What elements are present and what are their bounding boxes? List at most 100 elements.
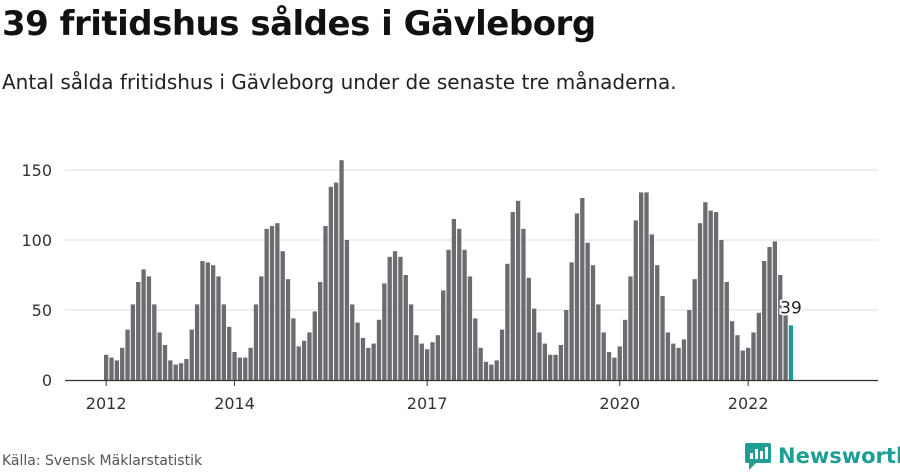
bar [532, 308, 537, 380]
bar [697, 223, 703, 380]
bar [355, 322, 360, 380]
bar [644, 192, 649, 380]
bar [323, 226, 328, 380]
bar [157, 332, 162, 380]
bar [259, 276, 264, 380]
bar [414, 335, 419, 380]
bar [269, 226, 275, 380]
bar [376, 319, 382, 380]
bar [483, 361, 489, 380]
bar [136, 282, 141, 380]
bar [639, 192, 644, 380]
bar [125, 329, 130, 380]
bar [109, 357, 114, 380]
y-tick-label-50: 50 [32, 301, 52, 320]
bar [403, 275, 408, 380]
bar [285, 279, 291, 380]
bar [778, 275, 783, 380]
bar [494, 360, 499, 380]
bar [141, 269, 146, 380]
bar [275, 223, 280, 380]
bar [729, 321, 735, 380]
x-tick-label-2022: 2022 [728, 394, 769, 413]
bar [104, 354, 109, 380]
annotations: 39 [778, 296, 804, 320]
bar [194, 304, 200, 380]
newsworthy-brand-name: Newsworthy [778, 444, 900, 468]
bar [649, 234, 654, 380]
y-tick-label-0: 0 [42, 371, 52, 390]
bar [681, 339, 687, 380]
bar [360, 338, 366, 380]
bar [590, 265, 596, 380]
bar [435, 335, 440, 380]
bar [425, 349, 430, 380]
bar [558, 345, 564, 380]
chart-subtitle: Antal sålda fritidshus i Gävleborg under… [2, 70, 677, 94]
bar [200, 261, 205, 380]
bar-chart: 0 50 100 150 2012 2014 2017 2020 2022 39 [21, 160, 878, 413]
x-axis: 2012 2014 2017 2020 2022 [65, 379, 878, 413]
bar [280, 251, 285, 380]
bar [713, 212, 719, 380]
bar [580, 198, 585, 380]
newsworthy-logo[interactable]: Newsworthy [744, 441, 900, 471]
bar [146, 276, 152, 380]
bar [692, 279, 697, 380]
bar [291, 318, 296, 380]
bar [408, 304, 414, 380]
bar [189, 329, 194, 380]
bar [628, 276, 633, 380]
source-note: Källa: Svensk Mäklarstatistik [2, 453, 203, 469]
bar [585, 242, 590, 380]
bar [537, 332, 542, 380]
highlight-value-label: 39 [780, 298, 802, 318]
bar [392, 251, 398, 380]
bar [724, 282, 729, 380]
bar [548, 354, 553, 380]
bar [553, 354, 558, 380]
newsworthy-logo-icon [745, 443, 771, 470]
x-tick-label-2014: 2014 [214, 394, 255, 413]
bar [430, 342, 435, 380]
bar [339, 160, 344, 380]
bar [419, 343, 424, 380]
bar [120, 347, 125, 380]
bar [312, 311, 317, 380]
x-tick-label-2017: 2017 [407, 394, 448, 413]
bar [205, 262, 210, 380]
bar [601, 332, 606, 380]
bar [227, 326, 232, 380]
bar [772, 241, 778, 380]
bar [371, 343, 376, 380]
bar [457, 228, 462, 380]
chart-title: 39 fritidshus såldes i Gävleborg [2, 4, 596, 44]
bar [328, 186, 333, 380]
bar [665, 332, 671, 380]
bar [318, 282, 323, 380]
bar [489, 364, 494, 380]
bar [178, 363, 184, 380]
bar [446, 249, 451, 380]
bar [243, 357, 248, 380]
bar [296, 346, 301, 380]
bar [478, 347, 483, 380]
bar [473, 318, 478, 380]
bar [617, 346, 622, 380]
bar [382, 283, 387, 380]
bar [184, 359, 189, 380]
bar [510, 212, 515, 380]
bar [735, 335, 740, 380]
y-tick-label-100: 100 [21, 231, 52, 250]
bar [152, 304, 157, 380]
bar-highlight [788, 325, 794, 380]
bar [655, 265, 660, 380]
bar [344, 240, 350, 380]
bar [574, 213, 580, 380]
x-tick-label-2020: 2020 [599, 394, 640, 413]
bar [671, 343, 676, 380]
bar [264, 228, 269, 380]
bar [606, 352, 612, 380]
bar [542, 343, 547, 380]
bar [676, 347, 681, 380]
